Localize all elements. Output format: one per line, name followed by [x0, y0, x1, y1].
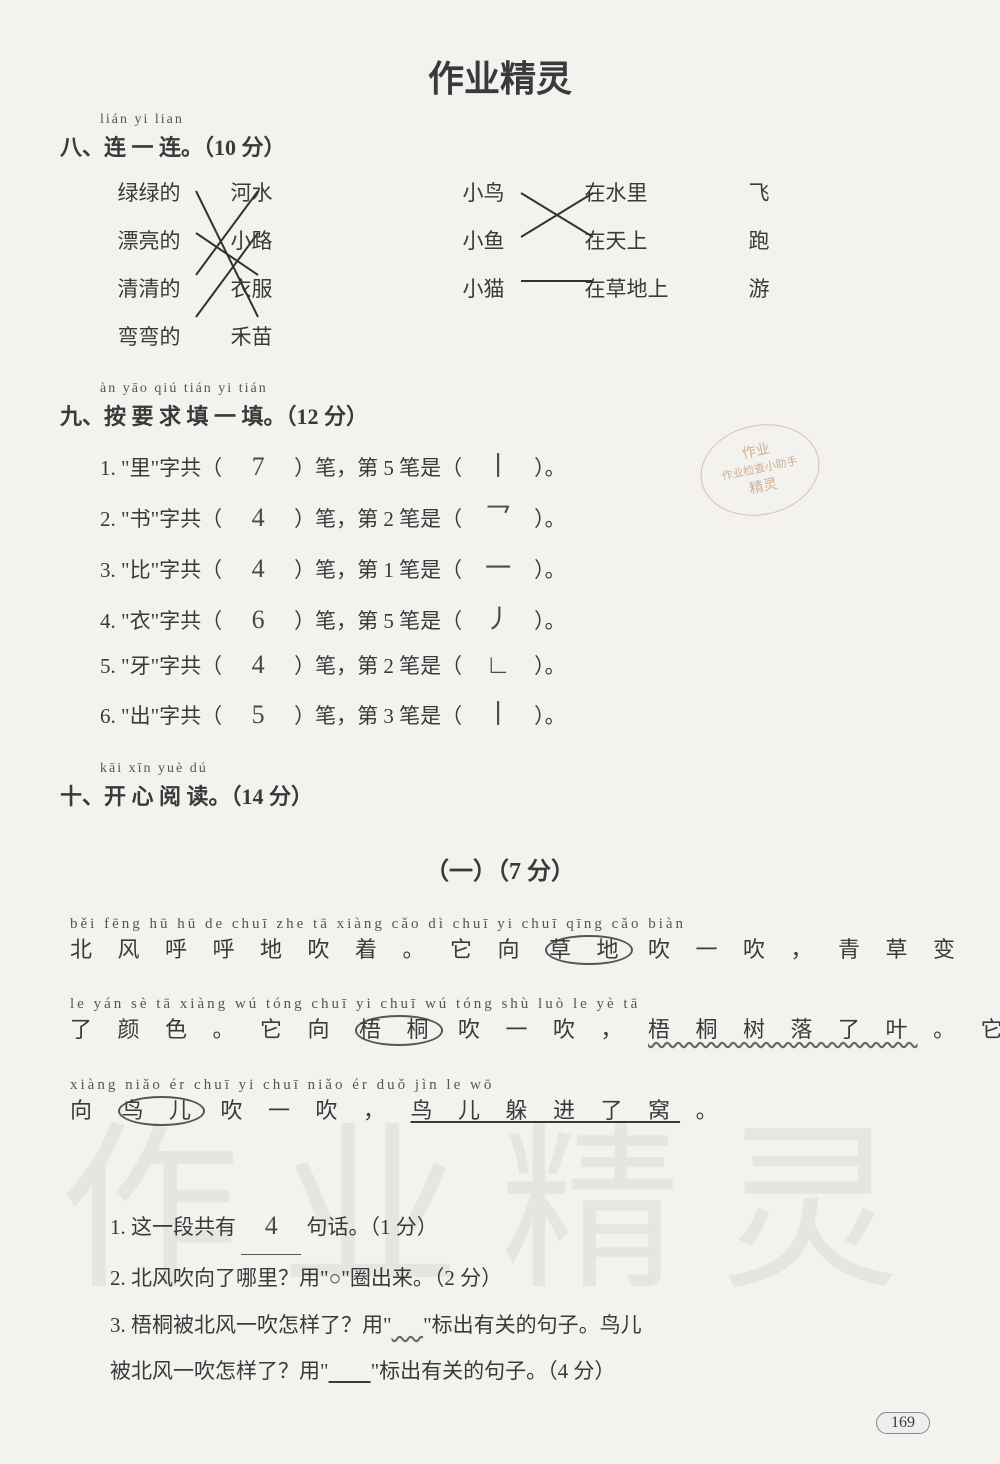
question-3: 3. 梧桐被北风一吹怎样了？用" "标出有关的句子。鸟儿: [110, 1302, 920, 1348]
section-9-pinyin: àn yāo qiú tián yi tián: [100, 381, 940, 397]
q1-answer: 4: [241, 1197, 301, 1255]
match-mid-col: 在水里 在天上 在草地上: [585, 177, 669, 351]
section-8: lián yi lian 八、连 一 连。（10 分） 绿绿的 漂亮的 清清的 …: [60, 112, 940, 351]
section-8-heading: 八、连 一 连。（10 分）: [60, 130, 940, 162]
strokes-answer: 4: [243, 503, 273, 533]
match-item: 小鱼: [463, 225, 505, 255]
match-right-col: 飞 跑 游: [749, 177, 770, 351]
section-10-pinyin: kāi xīn yuè dú: [100, 761, 940, 777]
question-2: 2. 北风吹向了哪里？用"○"圈出来。（2 分）: [110, 1255, 920, 1301]
match-item: 清清的: [118, 273, 181, 303]
match-item: 在水里: [585, 177, 669, 207]
passage-pinyin: xiàng niǎo ér chuī yi chuī niǎo ér duǒ j…: [70, 1069, 494, 1102]
q-text: ）。: [513, 554, 566, 584]
match-item: 游: [749, 273, 770, 303]
strokes-answer: 7: [243, 452, 273, 482]
stroke-shape-answer: 丿: [483, 599, 513, 636]
page-title: 作业精灵: [60, 50, 940, 102]
section-10: kāi xīn yuè dú 十、开 心 阅 读。（14 分） （一）（7 分）…: [60, 761, 940, 1394]
q1-post: 句话。（1 分）: [307, 1215, 438, 1239]
section-10-subheading: （一）（7 分）: [60, 851, 940, 886]
underline-sample-icon: [329, 1359, 371, 1383]
q1-pre: 1. 这一段共有: [110, 1215, 236, 1239]
q-text: ）笔，第 5 笔是（: [273, 605, 483, 635]
question-3-cont: 被北风一吹怎样了？用" "标出有关的句子。（4 分）: [110, 1348, 920, 1394]
q3-part: 3. 梧桐被北风一吹怎样了？用": [110, 1313, 392, 1337]
question-1: 1. 这一段共有 4 句话。（1 分）: [110, 1197, 920, 1255]
match-item: 漂亮的: [118, 225, 181, 255]
stroke-shape-answer: 丨: [483, 694, 513, 731]
match-item: 弯弯的: [118, 321, 181, 351]
wavy-sample-icon: [392, 1313, 424, 1337]
passage-line: le yán sè tā xiàng wú tóng chuī yi chuī …: [70, 1006, 930, 1054]
q-text: 6. "出"字共（: [100, 700, 243, 730]
q-text: 4. "衣"字共（: [100, 605, 243, 635]
match-item: 小猫: [463, 273, 505, 303]
strokes-answer: 5: [243, 700, 273, 730]
passage-line: běi fēng hū hū de chuī zhe tā xiàng cǎo …: [70, 926, 930, 974]
q-text: ）笔，第 5 笔是（: [273, 452, 483, 482]
q-text: ）笔，第 1 笔是（: [273, 554, 483, 584]
match-group-1: 绿绿的 漂亮的 清清的 弯弯的 河水 小路 衣服 禾苗: [118, 177, 348, 351]
q-text: ）笔，第 2 笔是（: [273, 503, 483, 533]
strokes-answer: 6: [243, 605, 273, 635]
q-text: ）。: [513, 452, 566, 482]
stroke-shape-answer: ∟: [483, 650, 513, 680]
match-item: 跑: [749, 225, 770, 255]
q-text: 5. "牙"字共（: [100, 650, 243, 680]
match-item: 飞: [749, 177, 770, 207]
q-text: 3. "比"字共（: [100, 554, 243, 584]
fill-question: 5. "牙"字共（ 4 ）笔，第 2 笔是（ ∟ ）。: [100, 650, 940, 680]
passage-pinyin: le yán sè tā xiàng wú tóng chuī yi chuī …: [70, 988, 640, 1021]
q3-part: "标出有关的句子。（4 分）: [371, 1359, 616, 1383]
match-group-2: 小鸟 小鱼 小猫 在水里 在天上 在草地上 飞 跑 游: [463, 177, 883, 351]
q-text: ）笔，第 2 笔是（: [273, 650, 483, 680]
strokes-answer: 4: [243, 554, 273, 584]
q-text: 2. "书"字共（: [100, 503, 243, 533]
section-10-heading: 十、开 心 阅 读。（14 分）: [60, 779, 940, 811]
match-item: 衣服: [231, 273, 273, 303]
fill-question: 3. "比"字共（ 4 ）笔，第 1 笔是（ 一 ）。: [100, 548, 940, 585]
wavy-phrase: 梧 桐 树 落 了 叶: [648, 1017, 918, 1042]
match-item: 小鸟: [463, 177, 505, 207]
q-text: ）。: [513, 700, 566, 730]
passage-pinyin: běi fēng hū hū de chuī zhe tā xiàng cǎo …: [70, 908, 686, 941]
page-number: 169: [876, 1412, 930, 1434]
match-item: 小路: [231, 225, 273, 255]
reading-questions: 1. 这一段共有 4 句话。（1 分） 2. 北风吹向了哪里？用"○"圈出来。（…: [110, 1197, 920, 1394]
match-right-col: 河水 小路 衣服 禾苗: [231, 177, 273, 351]
reading-passage: běi fēng hū hū de chuī zhe tā xiàng cǎo …: [70, 926, 930, 1167]
stroke-shape-answer: 一: [483, 548, 513, 585]
q-text: ）。: [513, 605, 566, 635]
match-item: 在草地上: [585, 273, 669, 303]
fill-question: 6. "出"字共（ 5 ）笔，第 3 笔是（ 丨 ）。: [100, 694, 940, 731]
match-left-col: 绿绿的 漂亮的 清清的 弯弯的: [118, 177, 181, 351]
stroke-shape-answer: 丨: [483, 446, 513, 483]
q3-part: "标出有关的句子。鸟儿: [423, 1313, 642, 1337]
match-item: 在天上: [585, 225, 669, 255]
match-left-col: 小鸟 小鱼 小猫: [463, 177, 505, 351]
section-8-pinyin: lián yi lian: [100, 112, 940, 128]
q3-part: 被北风一吹怎样了？用": [110, 1359, 329, 1383]
q-text: ）。: [513, 650, 566, 680]
fill-question: 4. "衣"字共（ 6 ）笔，第 5 笔是（ 丿 ）。: [100, 599, 940, 636]
match-item: 禾苗: [231, 321, 273, 351]
match-item: 绿绿的: [118, 177, 181, 207]
fill-question: 1. "里"字共（ 7 ）笔，第 5 笔是（ 丨 ）。: [100, 446, 940, 483]
q-text: ）。: [513, 503, 566, 533]
match-item: 河水: [231, 177, 273, 207]
fill-question: 2. "书"字共（ 4 ）笔，第 2 笔是（ 乛 ）。: [100, 497, 940, 534]
q-text: ）笔，第 3 笔是（: [273, 700, 483, 730]
q-text: 1. "里"字共（: [100, 452, 243, 482]
stroke-shape-answer: 乛: [483, 497, 513, 534]
strokes-answer: 4: [243, 650, 273, 680]
section-9-heading: 九、按 要 求 填 一 填。（12 分）: [60, 399, 940, 431]
passage-line: xiàng niǎo ér chuī yi chuī niǎo ér duǒ j…: [70, 1087, 930, 1135]
